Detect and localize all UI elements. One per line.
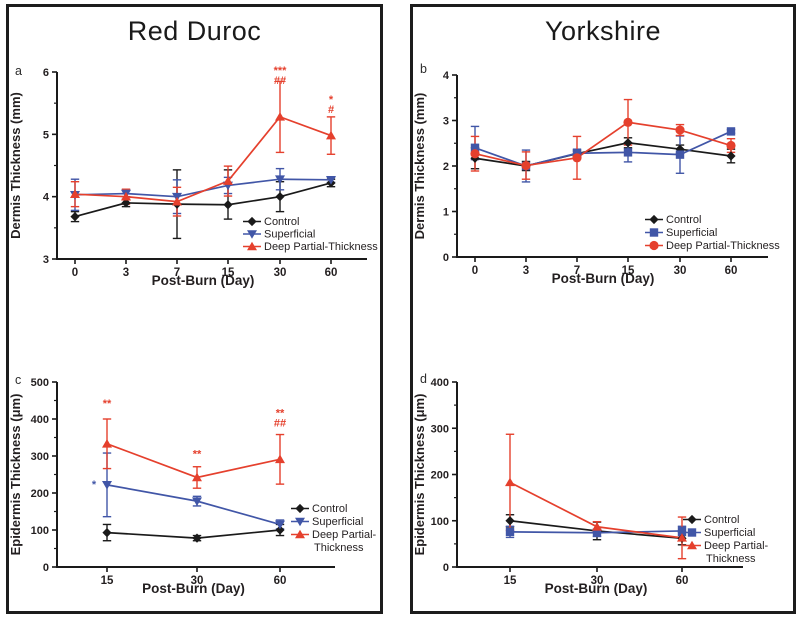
svg-text:7: 7 [174,267,180,279]
svg-text:30: 30 [191,575,204,587]
svg-text:Control: Control [666,214,701,226]
svg-text:##: ## [274,75,286,87]
svg-text:7: 7 [574,265,580,277]
svg-text:Superficial: Superficial [312,516,363,528]
svg-text:0: 0 [443,252,449,264]
svg-text:30: 30 [274,267,287,279]
svg-text:15: 15 [504,575,517,587]
svg-text:a: a [15,64,22,78]
svg-text:Post-Burn (Day): Post-Burn (Day) [152,273,255,288]
svg-text:0: 0 [443,562,449,574]
svg-text:3: 3 [43,254,49,266]
svg-text:Post-Burn (Day): Post-Burn (Day) [552,271,655,286]
svg-text:60: 60 [325,267,338,279]
svg-text:Post-Burn (Day): Post-Burn (Day) [142,581,245,596]
svg-text:***: *** [274,65,288,77]
svg-text:1: 1 [443,207,449,219]
svg-text:Dermis Thickness (mm): Dermis Thickness (mm) [413,93,427,240]
svg-text:d: d [420,372,427,386]
svg-text:c: c [15,373,21,387]
svg-text:100: 100 [431,516,449,528]
chart-panel-d: d 0 100 200 300 400 15 30 60 Post-Burn (Day) Epide… [412,364,791,613]
chart-svg-d: d 0 100 200 300 400 15 30 60 Post-Burn (Day) Epide… [412,372,769,596]
svg-text:2: 2 [443,161,449,173]
chart-svg-c: c 0 100 200 300 400 500 15 30 60 Post-Burn (Day) Ep… [8,373,377,596]
svg-text:##: ## [274,417,286,429]
svg-text:3: 3 [523,265,529,277]
chart-svg-b: b 0 1 2 3 4 0 3 7 15 30 60 Post-Burn (Day) Dermis Thi… [412,62,780,286]
svg-text:**: ** [103,398,112,410]
svg-text:**: ** [193,448,202,460]
chart-panel-a: a 3 4 5 6 0 3 7 15 30 60 Post-Burn (Day) Dermis Thic… [8,59,380,306]
svg-text:5: 5 [43,129,49,141]
svg-text:*: * [92,479,97,491]
svg-text:15: 15 [622,265,635,277]
yorkshire-panel: Yorkshire b 0 1 2 3 4 0 3 7 15 30 60 Post-Burn (Day)… [410,4,796,614]
svg-text:Superficial: Superficial [264,229,315,241]
svg-text:0: 0 [72,267,78,279]
svg-text:3: 3 [123,267,129,279]
svg-text:Deep Partial-: Deep Partial- [704,540,769,552]
svg-text:30: 30 [591,575,604,587]
svg-text:Thickness: Thickness [314,542,364,554]
svg-text:4: 4 [43,192,50,204]
svg-text:60: 60 [676,575,689,587]
svg-text:Thickness: Thickness [706,553,756,565]
svg-text:b: b [420,62,427,76]
svg-text:Deep Partial-: Deep Partial- [312,529,377,541]
svg-text:*: * [329,94,334,106]
svg-text:0: 0 [472,265,478,277]
svg-text:Deep Partial-Thickness: Deep Partial-Thickness [264,241,378,253]
chart-panel-b: b 0 1 2 3 4 0 3 7 15 30 60 Post-Burn (Day) Dermis Thi… [412,59,791,306]
svg-text:Superficial: Superficial [666,227,717,239]
svg-text:#: # [328,104,334,116]
svg-text:300: 300 [31,451,49,463]
svg-text:Epidermis Thickness (μm): Epidermis Thickness (μm) [9,394,23,556]
svg-text:15: 15 [101,575,114,587]
svg-text:15: 15 [222,267,235,279]
svg-text:Superficial: Superficial [704,527,755,539]
svg-text:Deep Partial-Thickness: Deep Partial-Thickness [666,240,780,252]
svg-text:Dermis Thickness (mm): Dermis Thickness (mm) [9,92,23,239]
svg-text:30: 30 [674,265,687,277]
svg-text:3: 3 [443,116,449,128]
svg-text:60: 60 [725,265,738,277]
svg-text:400: 400 [431,377,449,389]
svg-text:60: 60 [274,575,287,587]
svg-text:Control: Control [312,503,347,515]
svg-text:4: 4 [443,70,450,82]
svg-text:**: ** [276,407,285,419]
svg-text:Post-Burn (Day): Post-Burn (Day) [545,581,648,596]
svg-text:300: 300 [431,423,449,435]
svg-text:Control: Control [264,216,299,228]
svg-text:200: 200 [31,488,49,500]
svg-text:6: 6 [43,67,49,79]
svg-text:400: 400 [31,414,49,426]
group-title-yorkshire: Yorkshire [544,16,662,46]
svg-text:0: 0 [43,562,49,574]
svg-text:200: 200 [431,470,449,482]
group-title-red-duroc: Red Duroc [127,16,262,46]
svg-text:500: 500 [31,377,49,389]
svg-text:100: 100 [31,525,49,537]
red-duroc-panel: Red Duroc a 3 4 5 6 0 3 7 15 30 60 Post-Burn (Day) D… [6,4,383,614]
chart-panel-c: c 0 100 200 300 400 500 15 30 60 Post-Burn (Day) Ep… [8,364,380,613]
svg-text:Epidermis Thickness (μm): Epidermis Thickness (μm) [413,394,427,556]
svg-text:Control: Control [704,514,739,526]
